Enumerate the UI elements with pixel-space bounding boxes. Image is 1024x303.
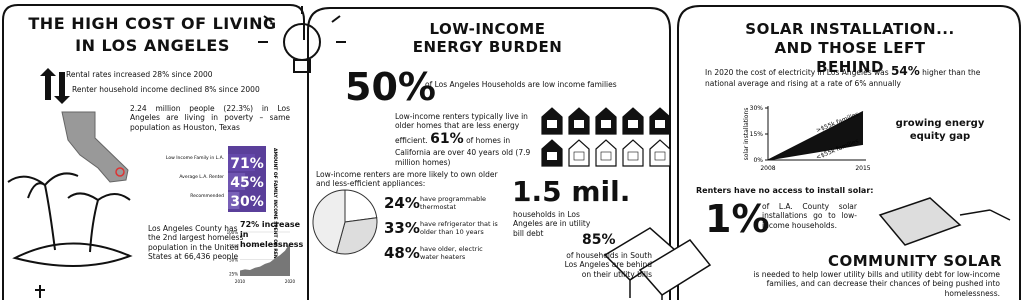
text: have older, electric water heaters <box>420 245 483 262</box>
text: Low-income renters typically live in old… <box>395 112 533 167</box>
y-tick-label: 75% <box>229 244 238 249</box>
text: have refrigerator that is older than 10 … <box>420 220 498 237</box>
x-tick-label: 2015 <box>855 165 870 172</box>
window <box>547 120 557 128</box>
text: of L.A. County solar installations go to… <box>762 202 857 230</box>
axis-label: solar installations <box>743 108 750 161</box>
title: COMMUNITY SOLAR <box>827 252 1003 270</box>
panel-border <box>307 7 671 300</box>
bar-value: 45% <box>230 175 264 191</box>
panel-border <box>2 4 305 300</box>
bar-label: Average L.A. Renter <box>179 174 224 180</box>
title: THE HIGH COST OF LIVING <box>28 14 277 33</box>
pie-slice <box>312 189 346 254</box>
stat: 61% <box>430 130 464 147</box>
bar-value: 30% <box>230 194 264 210</box>
lightbulb-icon <box>258 6 346 73</box>
series-line <box>767 111 864 161</box>
x-tick-label: 2008 <box>760 165 775 172</box>
title: SOLAR INSTALLATION... <box>745 20 955 38</box>
series-line <box>767 143 864 161</box>
text: of Los Angeles Households are low income… <box>425 80 617 89</box>
stat: 54% <box>891 64 920 78</box>
value-label: 48% <box>384 244 420 262</box>
stat: 85% <box>582 232 616 248</box>
bar <box>228 154 255 171</box>
y-tick-label: 25% <box>229 271 238 276</box>
y-tick-label: 15% <box>750 131 764 138</box>
text: Renter household income declined 8% sinc… <box>72 85 260 94</box>
value-label: 33% <box>384 219 420 237</box>
house <box>649 139 671 167</box>
stat: 1% <box>705 197 770 241</box>
text: Renters have no access to install solar: <box>696 186 874 195</box>
trend-arrows <box>40 68 70 104</box>
house <box>595 139 617 167</box>
value-label: 24% <box>384 194 420 212</box>
window <box>547 152 557 160</box>
y-tick-label: 0% <box>753 157 763 164</box>
window <box>627 151 639 161</box>
solar-panels <box>603 197 1011 300</box>
x-tick-label: 2010 <box>235 279 246 284</box>
chart-title: 72% increase in homelessness <box>240 220 304 249</box>
california-map <box>61 111 129 183</box>
x-tick-label: 2020 <box>285 279 296 284</box>
text: In 2020 the cost of electricity in Los A… <box>705 68 889 77</box>
window <box>601 120 611 128</box>
area <box>240 243 290 276</box>
text: have programmable thermostat <box>420 195 487 212</box>
label: growing energy equity gap <box>895 118 985 142</box>
title: ENERGY BURDEN <box>412 38 563 56</box>
bar-label: Low Income Family in L.A. <box>166 155 224 161</box>
text: is needed to help lower utility bills an… <box>753 270 1000 298</box>
bar <box>228 173 246 190</box>
pie-slice <box>344 189 378 223</box>
bar <box>228 192 240 209</box>
text: higher than the national average and ris… <box>705 68 981 88</box>
y-tick-label: 100% <box>227 230 239 235</box>
bar-value: 71% <box>230 156 264 172</box>
window <box>600 151 612 161</box>
bar-label: Recommended <box>190 193 224 199</box>
text: Low-income renters typically live in old… <box>395 112 528 145</box>
text: of households in South Los Angeles are b… <box>564 251 652 279</box>
window <box>573 151 585 161</box>
window <box>655 120 665 128</box>
axis-label: AMOUNT OF FAMILY INCOME SPENT ON RENT <box>272 148 278 263</box>
text: Los Angeles County has the 2nd largest h… <box>148 224 244 262</box>
pie-slice <box>335 217 378 255</box>
title: LOW-INCOME <box>429 20 546 38</box>
window <box>574 120 584 128</box>
text: households in Los Angeles are in utility… <box>513 210 591 238</box>
house <box>568 139 590 167</box>
text: Low-income renters are more likely to ow… <box>316 170 498 189</box>
y-tick-label: 50% <box>229 258 238 263</box>
y-tick-label: 30% <box>750 105 764 112</box>
window <box>628 120 638 128</box>
text: In 2020 the cost of electricity in Los A… <box>705 64 1000 88</box>
stat: 50% <box>345 65 436 109</box>
text: of homes in California are over 40 years… <box>395 135 531 167</box>
window <box>654 151 666 161</box>
title: AND THOSE LEFT BEHIND <box>774 39 926 76</box>
house-icons <box>541 107 671 167</box>
house <box>622 139 644 167</box>
text: Rental rates increased 28% since 2000 <box>66 70 213 79</box>
stat: 1.5 mil. <box>512 175 631 208</box>
island-illustration <box>7 172 133 298</box>
panel-border <box>677 5 1021 300</box>
title: IN LOS ANGELES <box>75 36 230 55</box>
text: 2.24 million people (22.3%) in Los Angel… <box>130 104 290 132</box>
la-marker <box>115 167 125 177</box>
